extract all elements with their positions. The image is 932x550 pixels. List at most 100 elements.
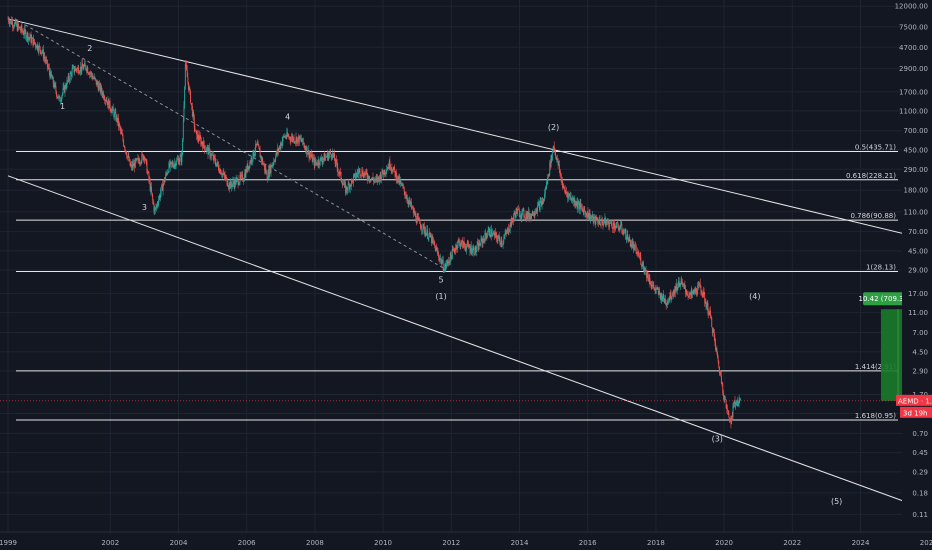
candle-body bbox=[618, 229, 620, 231]
candle-body bbox=[161, 184, 163, 192]
candle-body bbox=[451, 255, 453, 260]
candle-body bbox=[317, 164, 318, 166]
candle-body bbox=[215, 162, 217, 167]
candle-body bbox=[379, 177, 380, 182]
candle-body bbox=[285, 137, 287, 139]
candle-body bbox=[344, 182, 346, 185]
candle-body bbox=[622, 230, 623, 233]
candle-body bbox=[468, 247, 470, 248]
time-axis[interactable]: 1999 2002 2004 2006 2008 2010 2012 2014 2016 2018… bbox=[0, 539, 932, 547]
candle-body bbox=[259, 150, 261, 158]
candle-body bbox=[314, 160, 316, 166]
candle-body bbox=[203, 141, 205, 147]
candle-body bbox=[76, 68, 78, 71]
candle-body bbox=[642, 262, 644, 267]
candle-body bbox=[328, 153, 330, 156]
candle-body bbox=[593, 217, 595, 222]
candle-body bbox=[489, 228, 490, 236]
candle-body bbox=[109, 100, 111, 109]
candle-body bbox=[729, 418, 731, 423]
candle-body bbox=[108, 100, 110, 109]
candle-body bbox=[711, 317, 713, 328]
candle-body bbox=[655, 289, 657, 290]
candle-body bbox=[264, 164, 266, 171]
candle-body bbox=[226, 177, 228, 186]
candle-body bbox=[440, 258, 442, 265]
candle-body bbox=[230, 181, 232, 186]
candle-body bbox=[252, 150, 254, 160]
candle-body bbox=[68, 75, 70, 81]
candle-body bbox=[142, 154, 144, 160]
candle-body bbox=[89, 73, 91, 75]
candle-body bbox=[452, 249, 454, 251]
candle-body bbox=[613, 222, 615, 225]
candle-body bbox=[35, 43, 37, 47]
candle-body bbox=[703, 291, 705, 295]
candle-body bbox=[571, 199, 573, 202]
candle-body bbox=[237, 178, 239, 186]
candle-body bbox=[72, 66, 74, 67]
price-axis[interactable]: 12000.00 7500.00 4700.00 2900.00 1700.00 1100… bbox=[895, 3, 928, 519]
candle-body bbox=[632, 242, 634, 245]
candle-body bbox=[119, 124, 121, 127]
candle-body bbox=[125, 150, 127, 155]
candle-body bbox=[416, 217, 418, 224]
candle-body bbox=[273, 161, 275, 165]
candle-body bbox=[533, 215, 535, 216]
candle-body bbox=[84, 63, 85, 67]
candle-body bbox=[77, 67, 79, 69]
candle-body bbox=[78, 67, 80, 74]
candle-body bbox=[515, 208, 517, 218]
candle-body bbox=[676, 283, 677, 291]
candle-body bbox=[69, 80, 70, 81]
price-tick-label: 17.00 bbox=[908, 290, 928, 298]
candle-body bbox=[374, 180, 376, 181]
candle-body bbox=[195, 130, 196, 131]
candle-body bbox=[554, 149, 556, 152]
candle-body bbox=[584, 210, 586, 212]
candle-body bbox=[173, 165, 174, 168]
candle-body bbox=[427, 229, 429, 239]
candle-body bbox=[738, 399, 740, 404]
candle-body bbox=[99, 83, 100, 86]
candle-body bbox=[164, 178, 166, 183]
candle-body bbox=[399, 176, 401, 184]
candle-body bbox=[42, 49, 44, 52]
candle-body bbox=[117, 117, 119, 126]
candle-body bbox=[654, 289, 656, 291]
candle-body bbox=[663, 293, 664, 300]
candle-body bbox=[371, 177, 373, 179]
candle-body bbox=[78, 73, 80, 74]
candle-body bbox=[646, 272, 648, 278]
candle-body bbox=[256, 142, 258, 146]
candle-body bbox=[163, 180, 165, 183]
candle-body bbox=[702, 295, 704, 297]
time-tick-label: 2024 bbox=[852, 539, 870, 547]
candle-body bbox=[670, 298, 672, 300]
candle-body bbox=[639, 256, 641, 257]
candle-body bbox=[447, 260, 449, 262]
candle-body bbox=[717, 352, 718, 358]
candle-body bbox=[569, 194, 571, 197]
candle-body bbox=[564, 189, 566, 192]
candle-body bbox=[133, 162, 135, 167]
candle-body bbox=[449, 252, 451, 263]
candle-body bbox=[186, 64, 188, 71]
candle-body bbox=[150, 186, 152, 193]
candle-body bbox=[364, 172, 365, 176]
candle-body bbox=[722, 392, 724, 397]
candle-body bbox=[592, 214, 594, 222]
candle-body bbox=[144, 159, 146, 161]
candle-body bbox=[85, 65, 87, 70]
candle-body bbox=[127, 156, 128, 158]
candle-body bbox=[683, 285, 685, 286]
candle-body bbox=[390, 168, 392, 170]
candle-body bbox=[105, 100, 107, 102]
candle-body bbox=[20, 26, 22, 31]
candle-body bbox=[421, 230, 423, 232]
candle-body bbox=[316, 162, 318, 165]
candle-body bbox=[553, 146, 555, 151]
candle-body bbox=[287, 136, 289, 137]
candle-body bbox=[735, 402, 737, 406]
